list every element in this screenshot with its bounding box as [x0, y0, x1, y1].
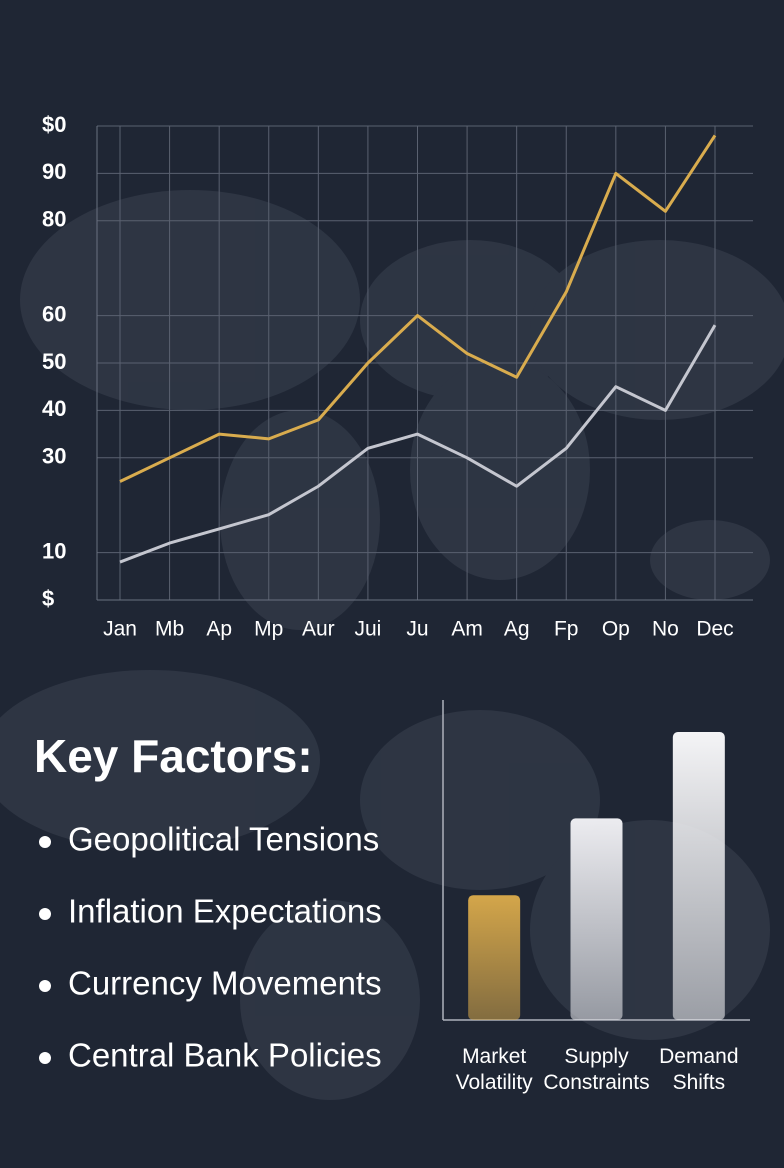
key-factors-title: Key Factors:: [34, 730, 313, 782]
bar: [672, 732, 725, 1020]
x-tick-label: Op: [602, 618, 630, 641]
key-factor: Central Bank Policies: [68, 1037, 382, 1074]
x-tick-label: Mb: [155, 618, 184, 641]
y-tick-label: 60: [42, 301, 66, 326]
price-line: [119, 134, 717, 483]
x-tick-label: Aur: [302, 618, 335, 641]
key-factors-list: Geopolitical Tensions Inflation Expectati…: [39, 821, 382, 1074]
x-tick-label: Fp: [554, 618, 579, 641]
y-tick-label: 80: [42, 207, 66, 232]
y-tick-label: 10: [42, 538, 66, 563]
x-tick-label: Am: [451, 618, 483, 641]
x-tick-label: Demand Shifts: [659, 1045, 738, 1094]
y-tick-label: $: [42, 586, 54, 611]
x-tick-label: Jan: [103, 618, 137, 641]
x-tick-label: Jui: [354, 618, 381, 641]
y-tick-label: 90: [42, 159, 66, 184]
bullet: [39, 1052, 51, 1064]
x-tick-label: Dec: [696, 618, 733, 641]
price-line: [119, 324, 717, 564]
y-tick-label: 50: [42, 349, 66, 374]
key-factor: Geopolitical Tensions: [68, 821, 379, 858]
x-tick-label: Supply Constraints: [543, 1045, 649, 1094]
x-tick-label: Ag: [504, 618, 530, 641]
y-tick-label: 40: [42, 396, 66, 421]
bullet: [39, 908, 51, 920]
x-tick-label: Ju: [406, 618, 428, 641]
x-tick-label: Mp: [254, 618, 283, 641]
bullet: [39, 836, 51, 848]
key-factor: Inflation Expectations: [68, 893, 382, 930]
x-tick-label: No: [652, 618, 679, 641]
x-tick-label: Ap: [206, 618, 232, 641]
bar: [570, 818, 623, 1020]
x-tick-label: Market Volatility: [456, 1045, 534, 1094]
bar: [468, 895, 521, 1020]
y-tick-label: 30: [42, 444, 66, 469]
bullet: [39, 980, 51, 992]
y-tick-label: $0: [42, 112, 66, 137]
key-factor: Currency Movements: [68, 965, 382, 1002]
